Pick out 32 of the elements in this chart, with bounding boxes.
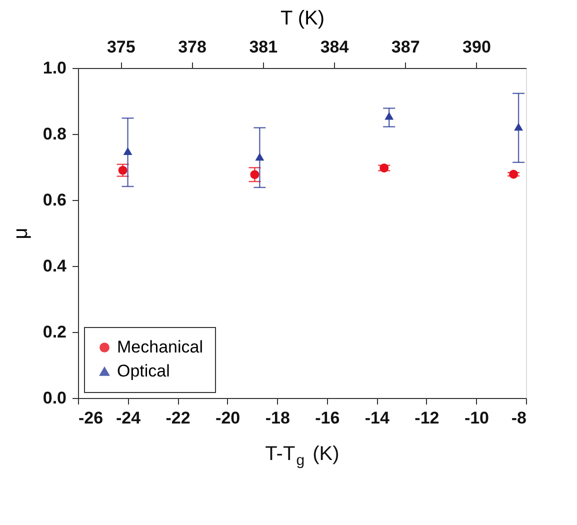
legend-label: Optical <box>117 362 170 380</box>
x-tick-label: -26 <box>78 408 104 428</box>
x-tick-label: -20 <box>216 408 240 428</box>
y-axis-title: μ <box>10 228 32 240</box>
point <box>509 170 518 179</box>
y-tick-label: 0.6 <box>42 190 66 210</box>
x2-axis-title: T (K) <box>280 8 325 30</box>
x-tick-label: -24 <box>116 408 142 428</box>
x2-tick-label: 381 <box>249 38 278 56</box>
point <box>514 122 524 131</box>
y-tick-label: 0.8 <box>42 124 66 144</box>
x2-tick-label: 378 <box>178 38 206 56</box>
x-tick-label: -14 <box>364 408 390 428</box>
x-tick-label: -8 <box>511 408 526 428</box>
point <box>123 147 132 156</box>
x2-tick-label: 384 <box>320 38 350 56</box>
x-tick-label: -18 <box>265 408 290 428</box>
x2-tick-label: 390 <box>462 38 491 56</box>
y-tick-label: 0.0 <box>42 388 66 408</box>
point <box>255 152 264 161</box>
y-tick-label: 0.4 <box>42 256 68 276</box>
point <box>384 112 394 120</box>
y-tick-label: 1.0 <box>42 58 66 78</box>
x2-tick-label: 387 <box>391 38 420 56</box>
x-tick-label: -12 <box>414 408 440 428</box>
x-tick-label: -16 <box>315 408 340 428</box>
y-tick-label: 0.2 <box>42 322 66 342</box>
x-tick-label: -22 <box>166 408 190 428</box>
legend-label: Mechanical <box>117 338 203 356</box>
point <box>250 170 260 180</box>
x-tick-label: -10 <box>464 408 490 428</box>
x2-tick-label: 375 <box>106 38 136 56</box>
